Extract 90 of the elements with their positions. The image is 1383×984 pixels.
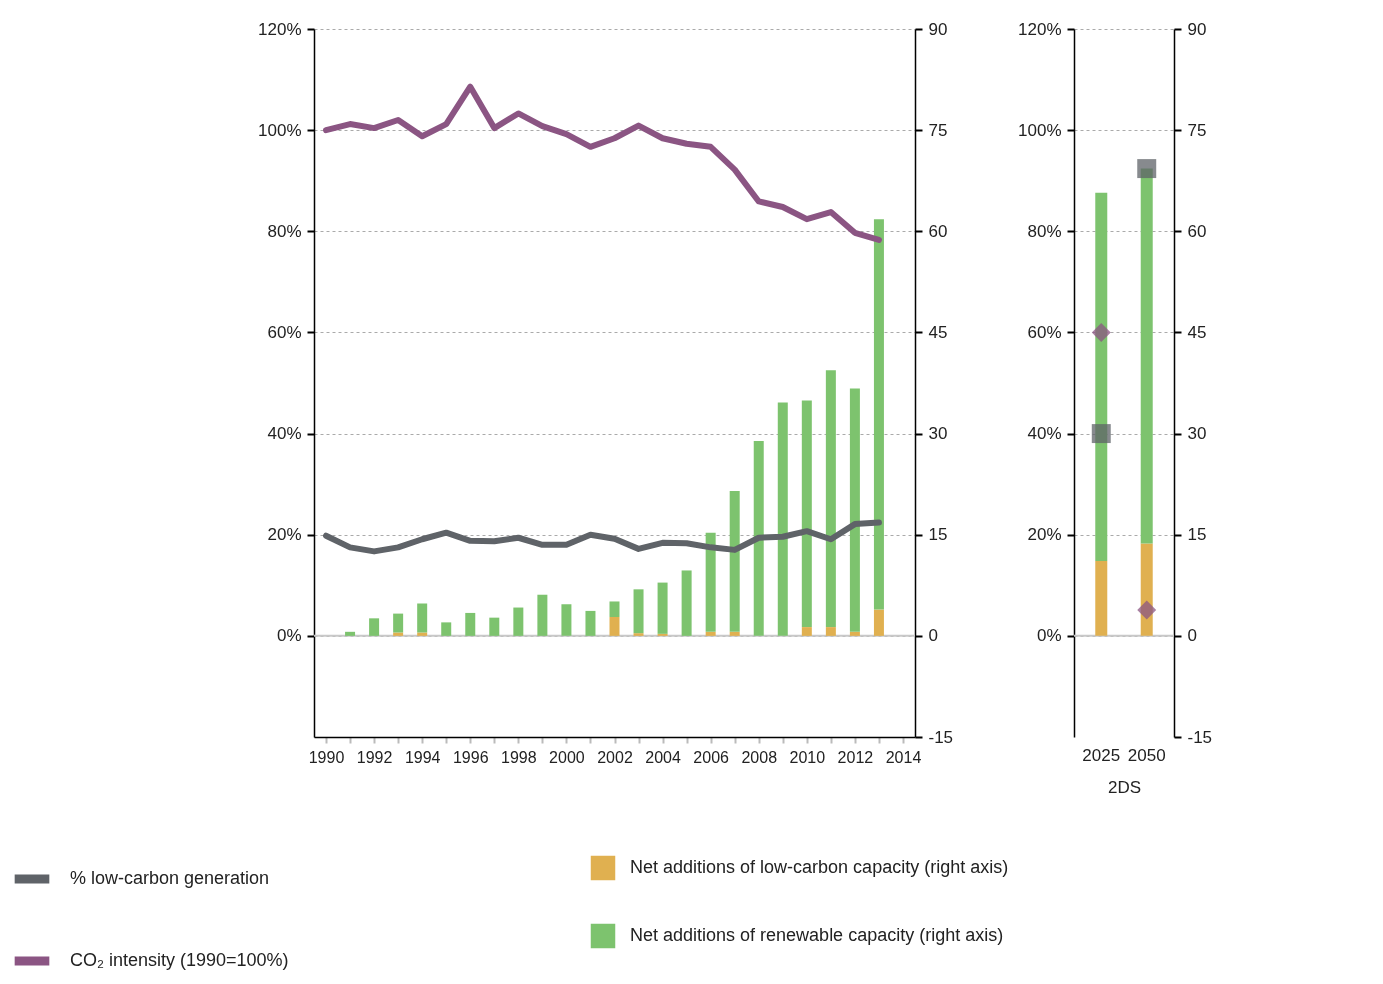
bar [705,631,716,636]
y-tick-label: 100% [258,120,302,140]
bar [561,604,572,636]
bar [513,607,524,636]
y2-tick-label: 0 [928,626,938,646]
x-tick-label: 2002 [597,748,633,766]
y2-tick-label: 90 [1187,19,1207,39]
bar [729,490,740,632]
y2-tick-label: 45 [928,322,948,342]
x-tick-label: 2050 [1127,745,1166,765]
bar [705,532,716,632]
y-tick-label: 60% [267,322,302,342]
bar [849,631,860,636]
bar [393,632,404,636]
y2-tick-label: 0 [1187,626,1197,646]
x-tick-label: 2014 [885,748,922,766]
bar [345,631,356,636]
bar [657,633,668,636]
bar [417,603,428,633]
x-tick-label: 1996 [452,748,489,766]
bar [873,609,884,636]
y-tick-label: 40% [1027,424,1062,444]
point [1137,159,1157,179]
bar [441,622,452,636]
bar [753,440,764,636]
y-tick-label: 80% [1027,221,1062,241]
y-tick-label: 120% [258,19,302,39]
x-tick-label: 2000 [549,748,585,766]
bar [729,631,740,636]
bar [1095,192,1108,562]
y2-tick-label: 60 [928,221,948,241]
bar [609,616,620,636]
y2-tick-label: -15 [928,727,954,747]
bar [681,570,692,636]
bar [873,219,884,610]
y-tick-label: 40% [267,424,302,444]
x-tick-label: 2010 [789,748,826,766]
legend-label: Net additions of low-carbon capacity (right axis) [630,857,1009,877]
y2-tick-label: 30 [928,424,948,444]
x-tick-label: 2025 [1082,745,1121,765]
x-tick-label: 2004 [645,748,681,766]
x-tick-label: 2006 [693,748,730,766]
bar [777,402,788,636]
y2-tick-label: 75 [928,120,948,140]
x-tick-label: 1994 [404,748,441,766]
bar [801,627,812,636]
x-tick-label: 1992 [356,748,393,766]
bar [393,613,404,633]
y2-tick-label: 90 [928,19,948,39]
x-axis-title: 2DS [1107,777,1142,797]
legend-label: Net additions of renewable capacity (right axis) [630,925,1004,945]
y-tick-label: 100% [1018,120,1062,140]
x-tick-label: 1998 [501,748,537,766]
bar [465,612,476,636]
bar [1095,561,1108,636]
bar [537,594,548,636]
bar [825,627,836,636]
bar [417,632,428,636]
bar [657,582,668,634]
y2-tick-label: 60 [1187,221,1207,241]
y2-tick-label: 15 [1187,525,1207,545]
bar [609,601,620,617]
y2-tick-label: 75 [1187,120,1207,140]
bar [585,610,596,636]
x-tick-label: 1990 [308,748,345,766]
y-tick-label: 20% [267,525,302,545]
point [1137,600,1157,620]
point [1091,322,1111,342]
x-tick-label: 2012 [837,748,874,766]
bar [849,388,860,632]
x-tick-label: 2008 [741,748,778,766]
y-tick-label: 80% [267,221,302,241]
y-tick-label: 0% [1036,626,1062,646]
bar [633,633,644,636]
bar [633,589,644,634]
y-tick-label: 60% [1027,322,1062,342]
y-tick-label: 120% [1018,19,1062,39]
y-tick-label: 20% [1027,525,1062,545]
y2-tick-label: 45 [1187,322,1207,342]
bar [801,400,812,628]
legend-label: CO₂ intensity (1990=100%) [70,950,289,970]
bar [825,370,836,628]
y2-tick-label: 30 [1187,424,1207,444]
y2-tick-label: 15 [928,525,948,545]
bar [489,617,500,636]
y2-tick-label: -15 [1187,727,1213,747]
point [1091,424,1111,444]
y-tick-label: 0% [276,626,302,646]
legend-label: % low-carbon generation [70,868,270,888]
bar [369,618,380,636]
